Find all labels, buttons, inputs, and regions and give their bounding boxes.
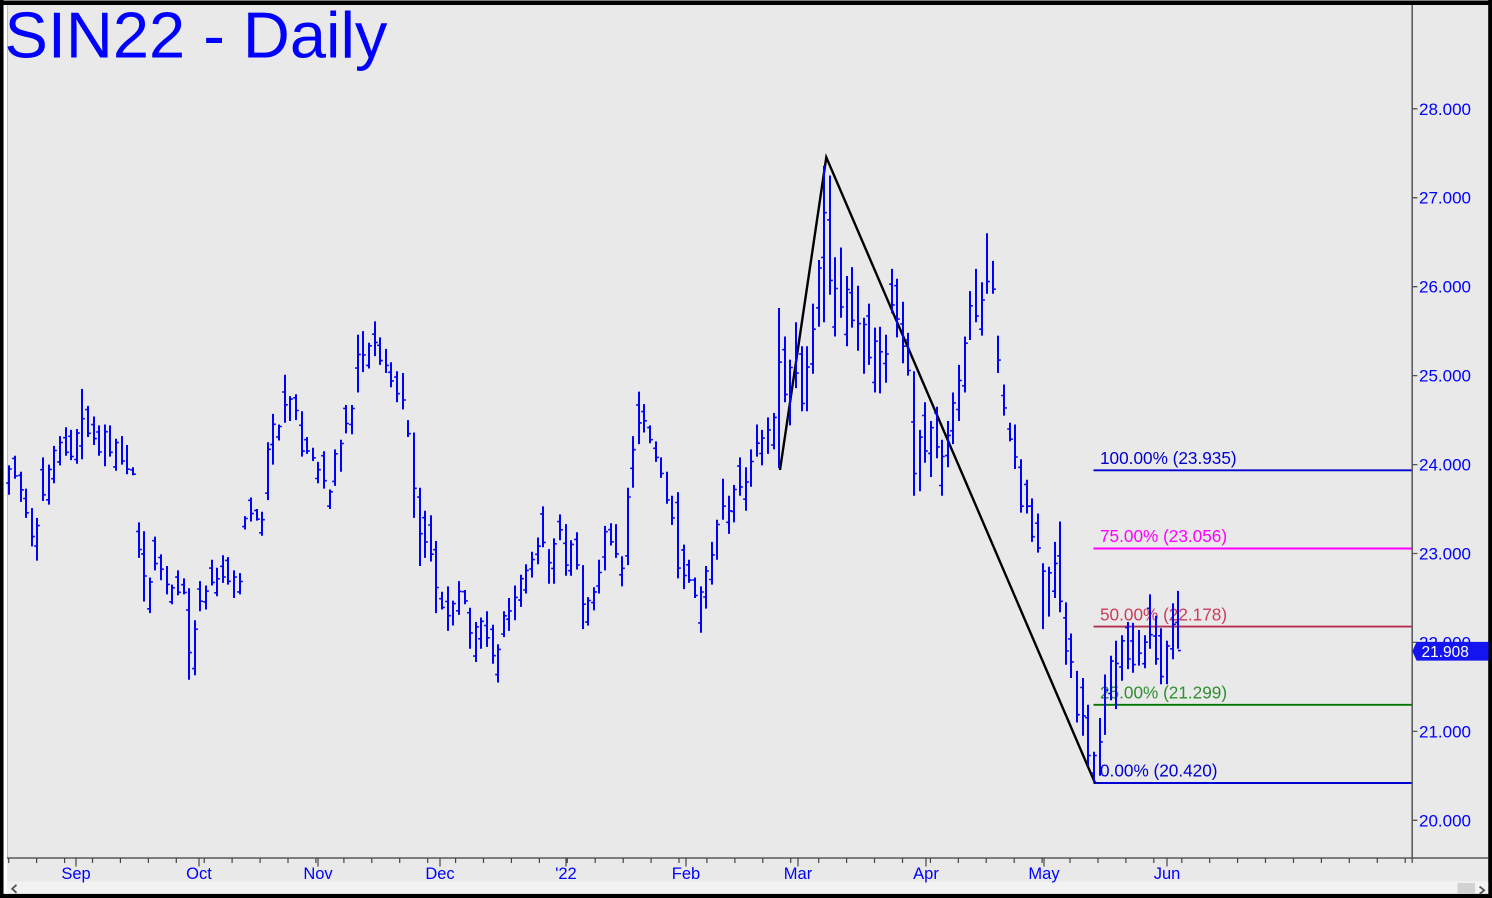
svg-text:50.00% (22.178): 50.00% (22.178) — [1100, 604, 1227, 624]
svg-text:Feb: Feb — [672, 865, 700, 883]
svg-text:21.000: 21.000 — [1419, 722, 1471, 741]
svg-text:Sep: Sep — [61, 865, 90, 883]
svg-text:SIN22 - Daily: SIN22 - Daily — [5, 0, 388, 72]
svg-text:75.00% (23.056): 75.00% (23.056) — [1100, 526, 1227, 546]
svg-text:Oct: Oct — [186, 865, 212, 883]
svg-text:Mar: Mar — [784, 865, 813, 883]
svg-text:Nov: Nov — [303, 865, 333, 883]
svg-text:28.000: 28.000 — [1419, 100, 1471, 119]
svg-text:24.000: 24.000 — [1419, 456, 1471, 475]
svg-text:Apr: Apr — [913, 865, 939, 883]
svg-text:25.000: 25.000 — [1419, 367, 1471, 386]
svg-text:23.000: 23.000 — [1419, 545, 1471, 564]
svg-text:21.908: 21.908 — [1422, 644, 1469, 661]
svg-text:0.00% (20.420): 0.00% (20.420) — [1100, 761, 1218, 781]
svg-text:Jun: Jun — [1154, 865, 1181, 883]
svg-text:26.000: 26.000 — [1419, 278, 1471, 297]
svg-text:Dec: Dec — [425, 865, 454, 883]
svg-text:25.00% (21.299): 25.00% (21.299) — [1100, 683, 1227, 703]
svg-text:20.000: 20.000 — [1419, 811, 1471, 830]
svg-text:100.00% (23.935): 100.00% (23.935) — [1100, 448, 1237, 468]
svg-text:27.000: 27.000 — [1419, 189, 1471, 208]
svg-text:'22: '22 — [555, 865, 577, 883]
svg-text:May: May — [1028, 865, 1060, 883]
